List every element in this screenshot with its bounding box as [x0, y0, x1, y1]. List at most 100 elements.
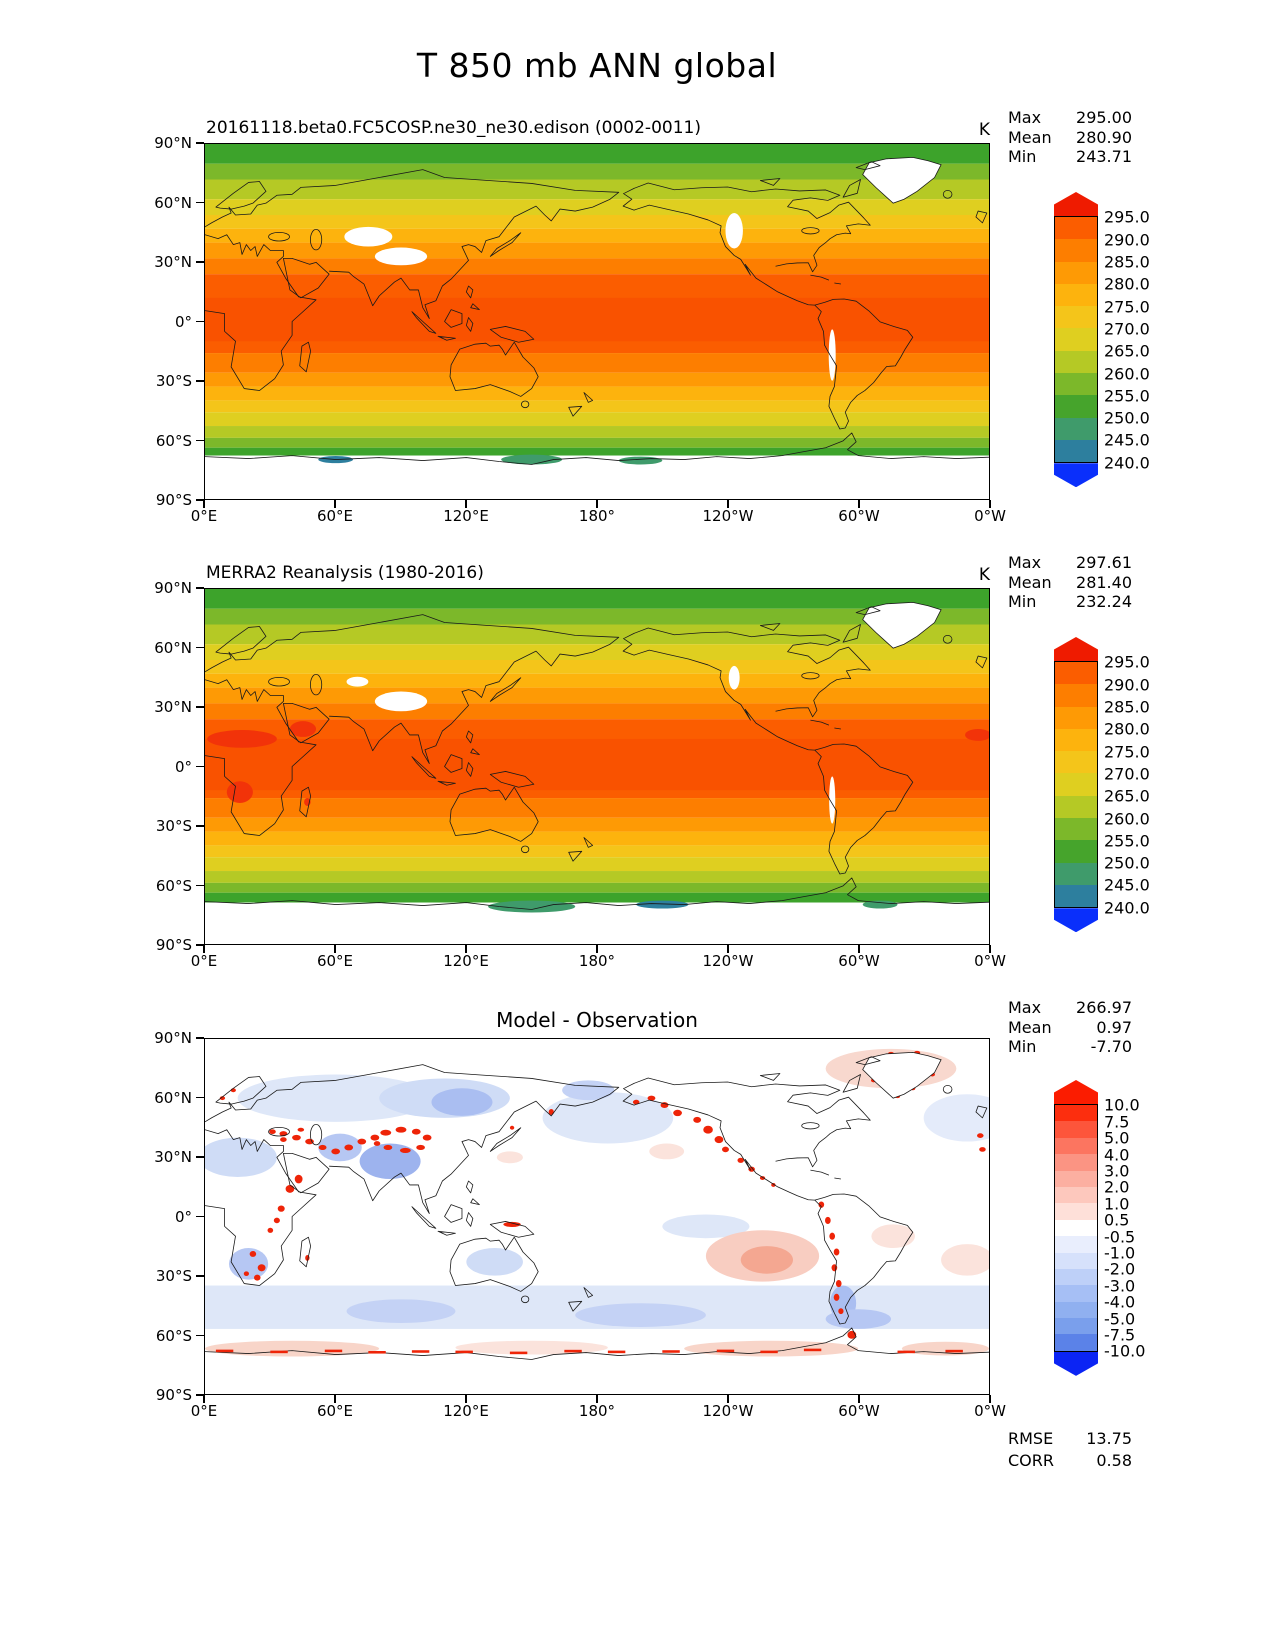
lat-tick-label: 30°N [154, 698, 192, 716]
coastline [584, 1288, 593, 1298]
colorbar-tick-label: 4.0 [1104, 1145, 1130, 1165]
stats-block: Max 297.61 Mean 281.40 Min 232.24 [1008, 553, 1132, 612]
lon-tick-mark [727, 500, 729, 508]
colorbar [1054, 192, 1098, 488]
stat-row-mean: Mean 0.97 [1008, 1018, 1132, 1038]
contour-patch [693, 1116, 702, 1123]
contour-band [205, 412, 989, 427]
contour-patch [269, 1129, 276, 1135]
lon-tick-mark [596, 945, 598, 953]
colorbar-segment [1055, 1301, 1097, 1319]
colorbar-tick-label: 280.0 [1104, 274, 1150, 294]
colorbar-extend-bottom [1054, 463, 1098, 488]
lon-tick-label: 180° [578, 1402, 616, 1420]
coastline [471, 1199, 480, 1205]
coast-anomaly-dash [662, 1350, 680, 1353]
lat-tick-mark [196, 587, 204, 589]
coastline [856, 162, 880, 170]
contour-band [205, 673, 989, 688]
lon-tick-label: 120°W [702, 1402, 754, 1420]
contour-patch [254, 1274, 261, 1281]
colorbar-segment [1055, 239, 1097, 262]
lake-outline [521, 846, 528, 853]
coastline [623, 638, 815, 750]
coastline [760, 1074, 780, 1081]
colorbar [1054, 1080, 1098, 1376]
coastline [216, 181, 266, 209]
panel-reanalysis: MERRA2 Reanalysis (1980-2016) K Max 297.6… [0, 553, 1275, 1033]
colorbar-tick-label: 255.0 [1104, 831, 1150, 851]
contour-band [205, 687, 989, 704]
contour-patch [207, 730, 277, 748]
lon-tick-label: 120°E [443, 507, 489, 525]
lon-tick-label: 60°W [838, 952, 880, 970]
lat-tick-label: 60°S [155, 431, 192, 450]
lake-outline [943, 190, 952, 198]
colorbar-segment [1055, 1268, 1097, 1286]
stats-block: Max 295.00 Mean 280.90 Min 243.71 [1008, 108, 1132, 167]
contour-patch [257, 1264, 266, 1272]
map-0-svg [205, 144, 989, 499]
colorbar-tick-label: -10.0 [1104, 1341, 1146, 1361]
lon-tick-mark [596, 500, 598, 508]
coastline [216, 1076, 266, 1104]
contour-band [205, 199, 989, 215]
lat-tick-mark [196, 261, 204, 263]
contour-patch [548, 1109, 554, 1115]
coastline [205, 1328, 989, 1360]
coastline [490, 1221, 534, 1237]
coastline [843, 1075, 860, 1093]
coastline [490, 326, 534, 342]
contour-band [205, 857, 989, 872]
lat-tick-mark [196, 706, 204, 708]
lon-tick-mark [203, 500, 205, 508]
lon-tick-mark [858, 945, 860, 953]
contour-patch [411, 1128, 421, 1135]
contour-patch [818, 1201, 825, 1208]
stat-value: 266.97 [1076, 998, 1132, 1017]
contour-patch [647, 1095, 656, 1101]
coastline [569, 1301, 582, 1311]
contour-patch [292, 1134, 301, 1141]
lat-tick-label: 0° [174, 1207, 192, 1226]
coastline [205, 615, 619, 764]
contour-patch [267, 1227, 274, 1233]
colorbar-segment [1055, 217, 1097, 240]
lake-outline [310, 674, 321, 695]
colorbar-extend-bottom [1054, 1351, 1098, 1376]
contour-patch [901, 1341, 989, 1356]
colorbar-segment [1055, 328, 1097, 351]
stat-value: 280.90 [1076, 127, 1132, 147]
lon-tick-mark [334, 500, 336, 508]
colorbar-tick-label: 5.0 [1104, 1128, 1130, 1148]
lat-tick-label: 90°S [155, 491, 192, 509]
colorbar-tick-label: 265.0 [1104, 786, 1150, 806]
colorbar-segment [1055, 795, 1097, 819]
colorbar-segment [1055, 1334, 1097, 1351]
coast-anomaly-dash [455, 1350, 473, 1354]
contour-patch [503, 1221, 521, 1227]
lon-tick-label: 60°W [838, 507, 880, 525]
lat-tick-mark [196, 380, 204, 382]
stat-label: Mean [1008, 1017, 1052, 1037]
coastline [624, 183, 870, 272]
lon-tick-mark [334, 1395, 336, 1403]
coast-anomaly-dash [509, 1351, 528, 1355]
colorbar-tick-label: 275.0 [1104, 742, 1150, 762]
contour-patch [562, 1080, 615, 1101]
contour-patch [825, 1309, 891, 1329]
coast-anomaly-dash [607, 1350, 626, 1354]
lon-tick-mark [858, 1395, 860, 1403]
coastline [471, 304, 480, 310]
lon-tick-mark [727, 945, 729, 953]
lon-tick-mark [334, 945, 336, 953]
colorbar-tick-label: 255.0 [1104, 386, 1150, 406]
coastline [450, 787, 538, 841]
coast-anomaly-dash [215, 1349, 234, 1353]
lat-tick-label: 60°S [155, 1326, 192, 1345]
colorbar-tick-label: 260.0 [1104, 364, 1150, 383]
lake-outline [521, 401, 528, 408]
contour-patch [273, 1217, 280, 1224]
contour-patch [277, 1205, 285, 1212]
lat-tick-label: 90°N [154, 134, 192, 152]
